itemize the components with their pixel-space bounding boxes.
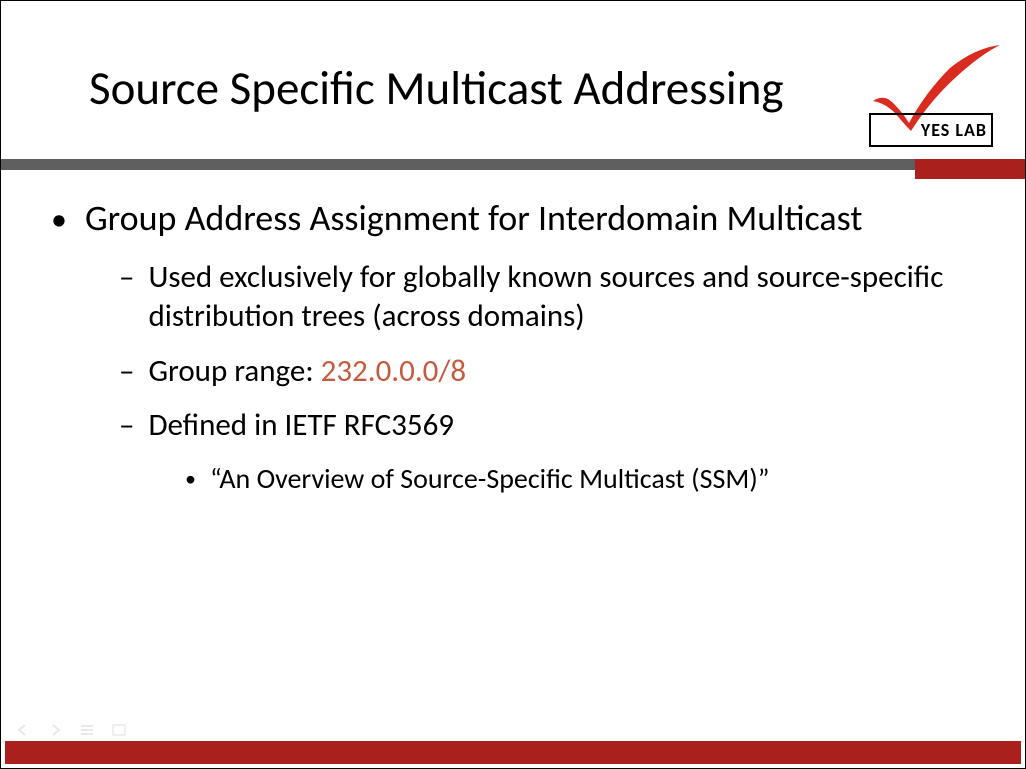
logo-area: YES LAB <box>845 43 1005 153</box>
dash-marker: – <box>119 352 134 391</box>
footer-bar <box>5 741 1021 764</box>
dash-marker: – <box>119 406 134 445</box>
bullet-l2b-highlight: 232.0.0.0/8 <box>321 352 466 390</box>
bullet-level2: – Group range: 232.0.0.0/8 <box>119 352 975 391</box>
logo-text: YES LAB <box>921 119 987 141</box>
menu-icon[interactable] <box>75 720 99 740</box>
bullet-l1-text: Group Address Assignment for Interdomain… <box>85 197 862 240</box>
nav-controls <box>11 720 131 740</box>
bullet-level1: • Group Address Assignment for Interdoma… <box>51 197 975 240</box>
slide-container: Source Specific Multicast Addressing YES… <box>1 1 1025 768</box>
expand-icon[interactable] <box>107 720 131 740</box>
separator-gray <box>1 159 915 170</box>
bullet-level2: – Defined in IETF RFC3569 <box>119 406 975 445</box>
bullet-l3-text: “An Overview of Source-Specific Multicas… <box>210 461 770 496</box>
separator-red <box>915 159 1025 179</box>
bullet-l2c-text: Defined in IETF RFC3569 <box>148 406 454 445</box>
bullet-l2b-wrap: Group range: 232.0.0.0/8 <box>148 352 466 391</box>
bullet-marker: • <box>51 197 67 239</box>
logo-box: YES LAB <box>869 113 993 147</box>
bullet-marker: • <box>185 461 196 493</box>
bullet-level2: – Used exclusively for globally known so… <box>119 258 975 336</box>
bullet-l2b-prefix: Group range: <box>148 352 320 390</box>
bullet-l2a-text: Used exclusively for globally known sour… <box>148 258 975 336</box>
content-area: • Group Address Assignment for Interdoma… <box>51 197 975 510</box>
bullet-level3: • “An Overview of Source-Specific Multic… <box>185 461 975 496</box>
next-icon[interactable] <box>43 720 67 740</box>
prev-icon[interactable] <box>11 720 35 740</box>
separator-bar <box>1 159 1025 179</box>
dash-marker: – <box>119 258 134 297</box>
